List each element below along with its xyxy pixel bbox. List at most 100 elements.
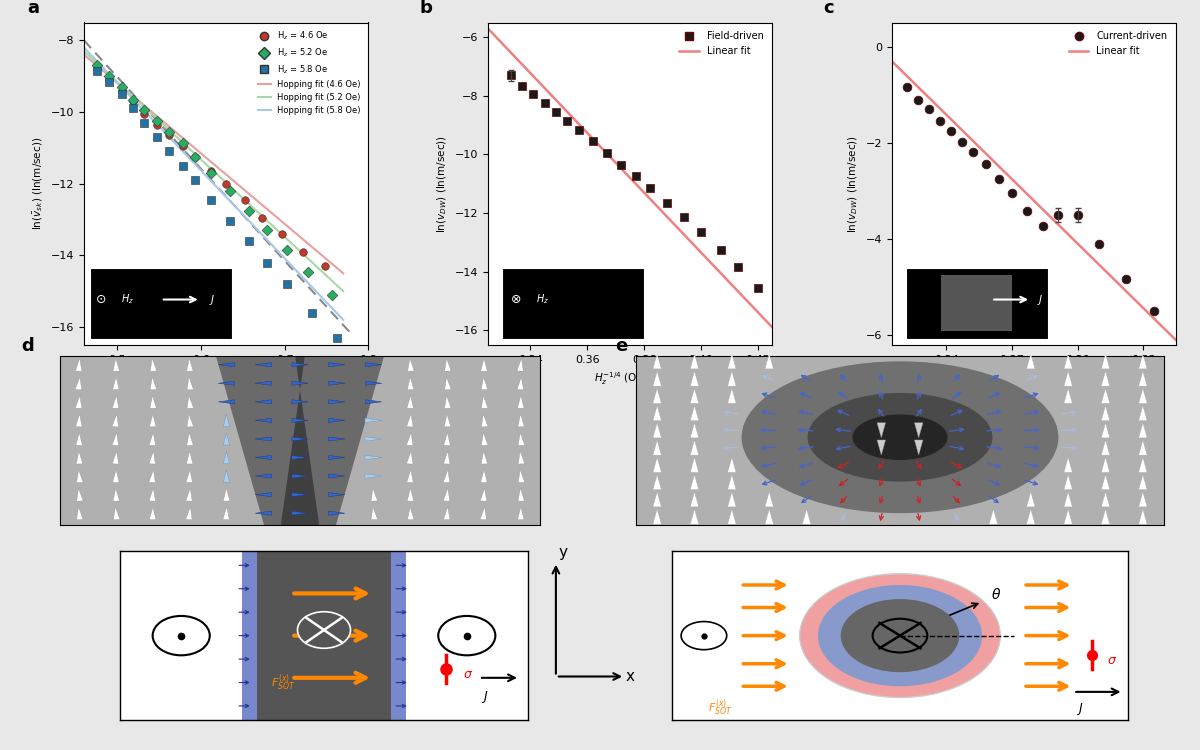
Polygon shape (329, 400, 344, 404)
Polygon shape (292, 512, 308, 515)
Polygon shape (218, 364, 234, 367)
Polygon shape (481, 470, 484, 482)
Polygon shape (1139, 388, 1142, 404)
Polygon shape (76, 376, 80, 389)
Polygon shape (517, 414, 524, 427)
X-axis label: $J^{-1/4}$ ($10^8$ A/m$^2$)$^{-1/4}$: $J^{-1/4}$ ($10^8$ A/m$^2$)$^{-1/4}$ (175, 370, 277, 386)
Point (1018, 206, 1037, 218)
Circle shape (438, 616, 496, 656)
Polygon shape (256, 439, 271, 441)
Polygon shape (292, 493, 308, 496)
Polygon shape (256, 458, 271, 460)
Polygon shape (149, 470, 154, 482)
Polygon shape (443, 470, 450, 483)
Polygon shape (653, 509, 658, 524)
Polygon shape (223, 470, 229, 482)
Polygon shape (690, 492, 695, 507)
Polygon shape (218, 381, 234, 386)
Polygon shape (113, 507, 120, 520)
Text: $F^{(x)}_{SOT}$: $F^{(x)}_{SOT}$ (271, 672, 295, 693)
Point (328, 332, 347, 344)
Polygon shape (77, 488, 83, 501)
Text: $\sigma$: $\sigma$ (463, 668, 473, 681)
Polygon shape (653, 440, 661, 455)
Polygon shape (1102, 371, 1110, 386)
Bar (254, 551, 394, 720)
Polygon shape (113, 451, 119, 464)
Polygon shape (653, 406, 661, 421)
Point (258, 224, 277, 236)
Polygon shape (292, 493, 308, 495)
Point (235, 194, 254, 206)
Polygon shape (919, 440, 923, 455)
Point (134, 104, 154, 116)
Polygon shape (1102, 509, 1110, 524)
Polygon shape (77, 470, 83, 483)
Polygon shape (292, 437, 308, 439)
Polygon shape (1139, 458, 1142, 472)
Polygon shape (76, 395, 80, 408)
Circle shape (298, 612, 350, 648)
Polygon shape (653, 475, 661, 490)
Polygon shape (113, 451, 116, 464)
Polygon shape (803, 509, 806, 524)
Point (1033, 220, 1052, 232)
Point (930, 116, 949, 128)
Point (122, 103, 142, 115)
Polygon shape (481, 395, 484, 409)
Point (173, 136, 192, 148)
Point (1145, 305, 1164, 317)
Polygon shape (653, 492, 661, 507)
Point (160, 129, 179, 141)
Polygon shape (187, 433, 193, 445)
Polygon shape (187, 433, 190, 445)
Polygon shape (76, 376, 82, 390)
Point (523, 88, 542, 101)
Polygon shape (150, 376, 152, 390)
Circle shape (152, 616, 210, 656)
Polygon shape (1064, 475, 1073, 490)
Polygon shape (443, 470, 448, 482)
Polygon shape (727, 388, 736, 404)
Point (277, 244, 296, 256)
Polygon shape (113, 358, 115, 371)
Polygon shape (445, 376, 446, 390)
Polygon shape (803, 509, 811, 524)
Polygon shape (653, 371, 661, 386)
Point (88, 65, 107, 77)
Polygon shape (764, 509, 774, 524)
Polygon shape (292, 363, 308, 367)
Polygon shape (690, 388, 695, 404)
Polygon shape (1139, 492, 1142, 507)
Polygon shape (1139, 440, 1142, 455)
Polygon shape (187, 376, 193, 390)
X-axis label: $H_z^{-1/4}$ (Oe$^{-1/4}$): $H_z^{-1/4}$ (Oe$^{-1/4}$) (594, 370, 666, 387)
Point (512, 80, 532, 92)
Polygon shape (223, 433, 229, 445)
Polygon shape (727, 509, 732, 524)
Polygon shape (444, 414, 451, 427)
Polygon shape (481, 358, 484, 371)
Polygon shape (365, 419, 383, 422)
Polygon shape (1064, 509, 1068, 524)
Polygon shape (480, 507, 487, 520)
Polygon shape (1026, 492, 1036, 507)
Polygon shape (518, 451, 524, 464)
Point (1049, 209, 1068, 221)
Point (898, 82, 917, 94)
Polygon shape (444, 395, 451, 409)
Point (160, 146, 179, 158)
Polygon shape (518, 433, 521, 445)
Polygon shape (112, 433, 116, 445)
Polygon shape (481, 414, 484, 427)
Point (558, 115, 577, 127)
Polygon shape (407, 470, 410, 482)
Polygon shape (444, 414, 446, 427)
Point (100, 70, 119, 82)
Y-axis label: ln($\bar{v}_{sk}$) (ln(m/sec)): ln($\bar{v}_{sk}$) (ln(m/sec)) (31, 137, 46, 230)
Point (148, 131, 167, 143)
Polygon shape (1102, 388, 1105, 404)
Polygon shape (727, 492, 736, 507)
Polygon shape (1102, 354, 1105, 369)
Polygon shape (443, 451, 450, 464)
